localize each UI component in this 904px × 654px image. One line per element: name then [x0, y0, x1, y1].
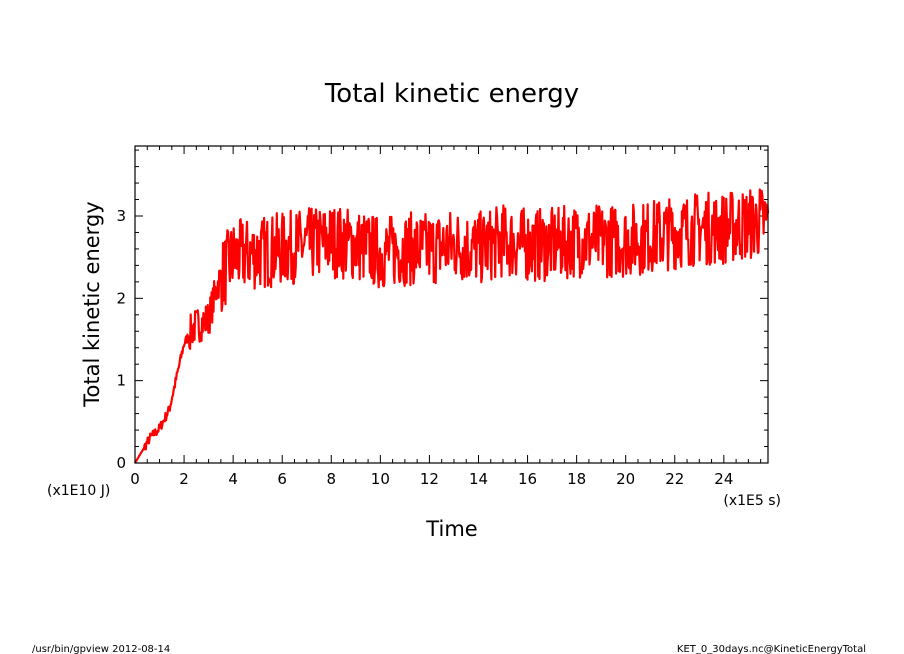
y-tick-labels: 0 1 2 3	[116, 207, 126, 472]
x-axis-title: Time	[425, 517, 477, 541]
x-tick-label: 12	[420, 470, 439, 488]
y-unit-label: (x1E10 J)	[47, 483, 110, 499]
series-group	[134, 188, 770, 464]
x-unit-label: (x1E5 s)	[723, 493, 781, 509]
footer-left: /usr/bin/gpview 2012-08-14	[32, 644, 170, 654]
x-tick-label: 16	[518, 470, 537, 488]
x-tick-label: 0	[130, 470, 140, 488]
x-tick-label: 8	[327, 470, 337, 488]
x-tick-label: 18	[567, 470, 586, 488]
y-tick-label: 0	[116, 454, 126, 472]
y-tick-label: 1	[116, 372, 126, 390]
y-axis-title: Total kinetic energy	[80, 201, 104, 407]
axis-ticks	[134, 146, 768, 464]
x-tick-label: 22	[665, 470, 684, 488]
y-tick-label: 2	[116, 289, 126, 307]
x-tick-label: 24	[714, 470, 733, 488]
x-tick-labels: 0 2 4 6 8 10 12 14 16 18 20 22 24	[130, 470, 733, 488]
x-tick-label: 6	[277, 470, 287, 488]
series-line	[134, 188, 770, 464]
x-tick-label: 20	[616, 470, 635, 488]
x-tick-label: 14	[469, 470, 488, 488]
chart-title: Total kinetic energy	[324, 79, 579, 109]
x-tick-label: 4	[228, 470, 238, 488]
x-tick-label: 2	[179, 470, 189, 488]
x-tick-label: 10	[371, 470, 390, 488]
y-tick-label: 3	[116, 207, 126, 225]
plot-frame	[134, 145, 769, 464]
footer-right: KET_0_30days.nc@KineticEnergyTotal	[677, 644, 866, 654]
